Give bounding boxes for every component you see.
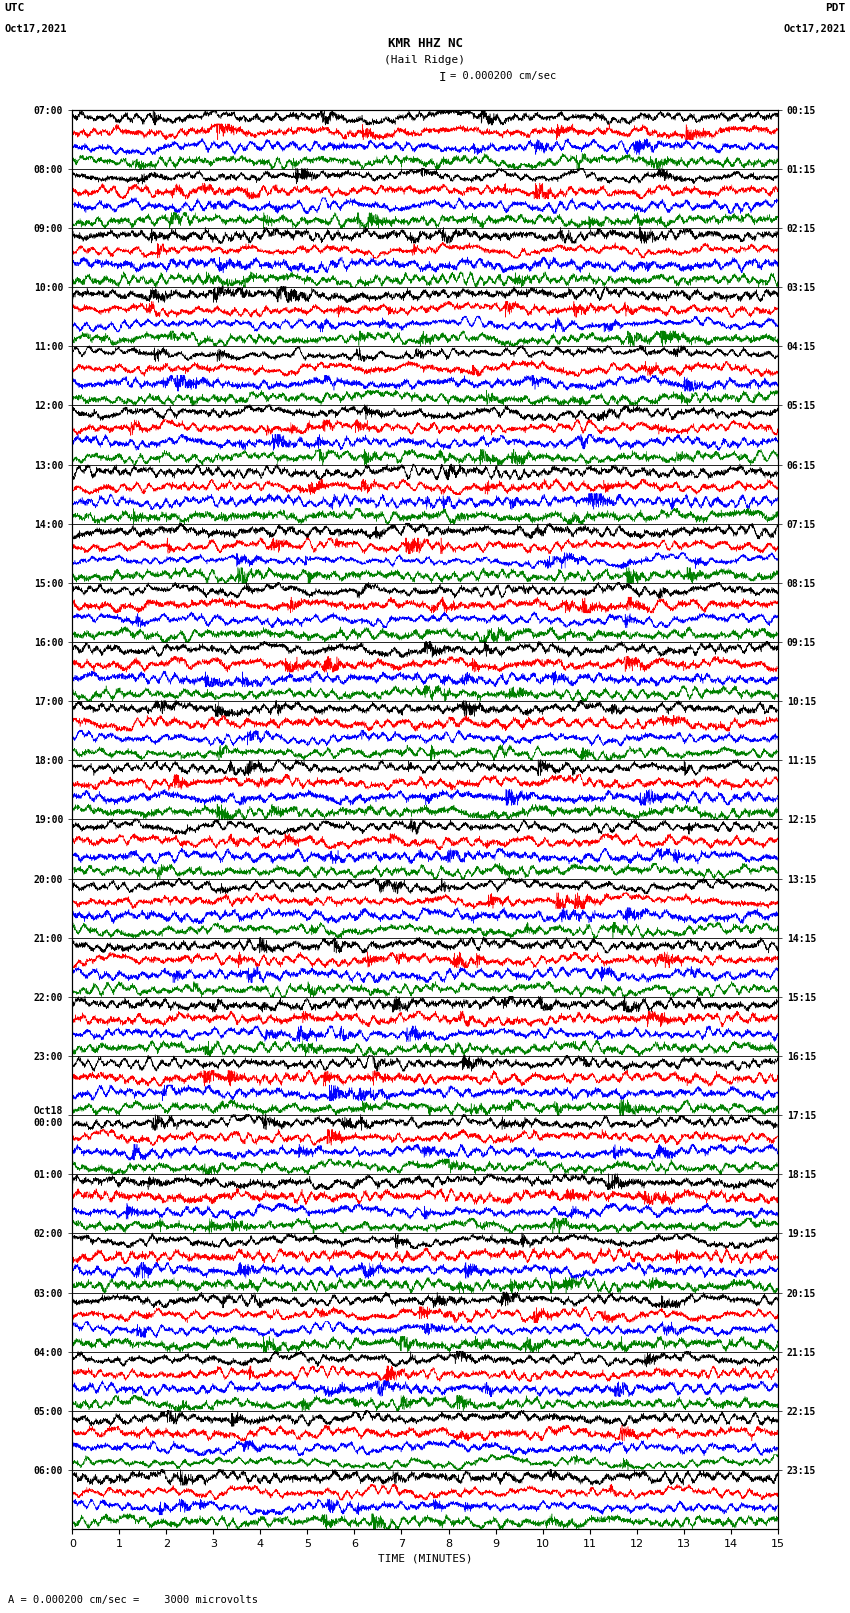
Text: Oct17,2021: Oct17,2021 (783, 24, 846, 34)
Text: I: I (439, 71, 445, 84)
Text: PDT: PDT (825, 3, 846, 13)
Text: (Hail Ridge): (Hail Ridge) (384, 55, 466, 65)
Text: = 0.000200 cm/sec: = 0.000200 cm/sec (450, 71, 557, 81)
Text: Oct17,2021: Oct17,2021 (4, 24, 67, 34)
Text: KMR HHZ NC: KMR HHZ NC (388, 37, 462, 50)
Text: A = 0.000200 cm/sec =    3000 microvolts: A = 0.000200 cm/sec = 3000 microvolts (8, 1595, 258, 1605)
X-axis label: TIME (MINUTES): TIME (MINUTES) (377, 1553, 473, 1563)
Text: UTC: UTC (4, 3, 25, 13)
